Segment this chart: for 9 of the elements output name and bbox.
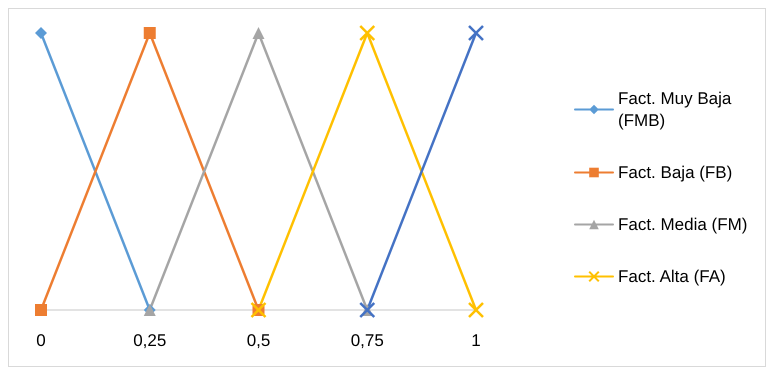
x-tick-label: 0 [36,331,46,350]
x-tick-label: 0,25 [133,331,166,350]
x-tick-label: 0,5 [246,331,270,350]
legend-label: Fact. Muy Baja (FMB) [618,89,736,130]
x-tick-label: 1 [471,331,481,350]
legend-label: Fact. Baja (FB) [618,163,732,182]
legend-label: Fact. Media (FM) [618,215,748,234]
legend-label: Fact. Alta (FA) [618,267,726,286]
x-tick-label: 0,75 [350,331,384,350]
